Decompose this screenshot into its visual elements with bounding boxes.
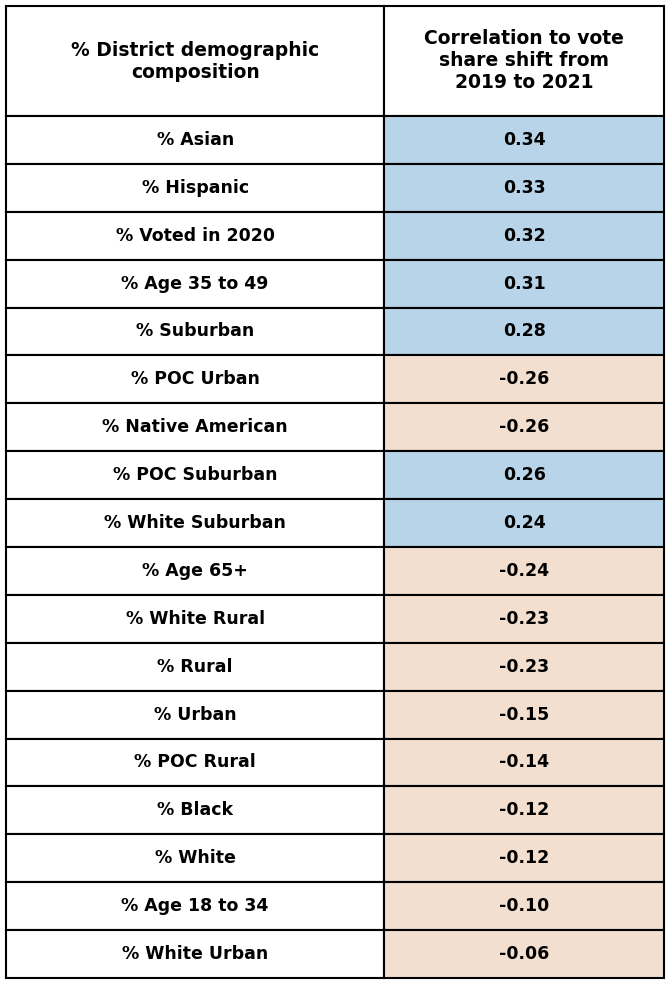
Text: % Rural: % Rural bbox=[157, 657, 233, 676]
Text: % Age 65+: % Age 65+ bbox=[142, 562, 248, 580]
Text: % White: % White bbox=[155, 849, 236, 867]
Bar bbox=[385, 260, 664, 308]
Text: % POC Rural: % POC Rural bbox=[134, 754, 256, 771]
Text: % White Suburban: % White Suburban bbox=[105, 514, 286, 532]
Bar bbox=[6, 308, 385, 355]
Bar bbox=[6, 355, 385, 403]
Text: 0.33: 0.33 bbox=[503, 179, 545, 197]
Text: -0.26: -0.26 bbox=[499, 418, 549, 436]
Bar bbox=[385, 883, 664, 930]
Bar bbox=[385, 691, 664, 739]
Bar bbox=[385, 355, 664, 403]
Text: % POC Urban: % POC Urban bbox=[131, 370, 259, 389]
Bar bbox=[385, 499, 664, 547]
Bar bbox=[6, 930, 385, 978]
Bar bbox=[6, 691, 385, 739]
Bar bbox=[385, 930, 664, 978]
Text: % District demographic
composition: % District demographic composition bbox=[71, 40, 320, 82]
Text: % Urban: % Urban bbox=[154, 706, 237, 723]
Text: % Black: % Black bbox=[157, 801, 233, 820]
Bar bbox=[385, 547, 664, 595]
Bar bbox=[6, 786, 385, 834]
Text: % POC Suburban: % POC Suburban bbox=[113, 466, 277, 484]
Text: % Native American: % Native American bbox=[103, 418, 288, 436]
Text: -0.14: -0.14 bbox=[499, 754, 549, 771]
Bar bbox=[6, 547, 385, 595]
Bar bbox=[385, 164, 664, 212]
Text: -0.06: -0.06 bbox=[499, 945, 549, 963]
Bar bbox=[6, 6, 385, 116]
Bar bbox=[6, 164, 385, 212]
Text: -0.23: -0.23 bbox=[499, 657, 549, 676]
Bar bbox=[385, 452, 664, 499]
Text: % Voted in 2020: % Voted in 2020 bbox=[116, 226, 275, 245]
Bar bbox=[6, 834, 385, 883]
Text: -0.15: -0.15 bbox=[499, 706, 549, 723]
Bar bbox=[6, 643, 385, 691]
Text: % Age 18 to 34: % Age 18 to 34 bbox=[121, 897, 269, 915]
Text: -0.10: -0.10 bbox=[499, 897, 549, 915]
Bar bbox=[6, 595, 385, 643]
Bar bbox=[385, 116, 664, 164]
Text: 0.26: 0.26 bbox=[502, 466, 545, 484]
Bar bbox=[385, 212, 664, 260]
Text: -0.12: -0.12 bbox=[499, 849, 549, 867]
Text: % Age 35 to 49: % Age 35 to 49 bbox=[121, 275, 269, 292]
Bar bbox=[6, 499, 385, 547]
Text: % Asian: % Asian bbox=[157, 131, 234, 149]
Bar bbox=[6, 212, 385, 260]
Text: 0.32: 0.32 bbox=[502, 226, 545, 245]
Text: -0.24: -0.24 bbox=[499, 562, 549, 580]
Text: -0.26: -0.26 bbox=[499, 370, 549, 389]
Bar bbox=[385, 403, 664, 452]
Bar bbox=[6, 883, 385, 930]
Bar bbox=[385, 739, 664, 786]
Bar bbox=[6, 116, 385, 164]
Text: % Hispanic: % Hispanic bbox=[141, 179, 249, 197]
Bar bbox=[385, 786, 664, 834]
Text: % White Urban: % White Urban bbox=[122, 945, 268, 963]
Text: 0.31: 0.31 bbox=[502, 275, 545, 292]
Bar bbox=[385, 308, 664, 355]
Text: 0.34: 0.34 bbox=[503, 131, 545, 149]
Text: % Suburban: % Suburban bbox=[136, 323, 255, 340]
Text: % White Rural: % White Rural bbox=[125, 610, 265, 628]
Bar bbox=[385, 595, 664, 643]
Bar bbox=[6, 739, 385, 786]
Text: -0.12: -0.12 bbox=[499, 801, 549, 820]
Text: -0.23: -0.23 bbox=[499, 610, 549, 628]
Text: Correlation to vote
share shift from
2019 to 2021: Correlation to vote share shift from 201… bbox=[424, 30, 624, 92]
Bar bbox=[385, 6, 664, 116]
Text: 0.24: 0.24 bbox=[502, 514, 545, 532]
Bar bbox=[385, 643, 664, 691]
Bar bbox=[6, 403, 385, 452]
Bar bbox=[6, 452, 385, 499]
Bar bbox=[385, 834, 664, 883]
Text: 0.28: 0.28 bbox=[502, 323, 545, 340]
Bar bbox=[6, 260, 385, 308]
